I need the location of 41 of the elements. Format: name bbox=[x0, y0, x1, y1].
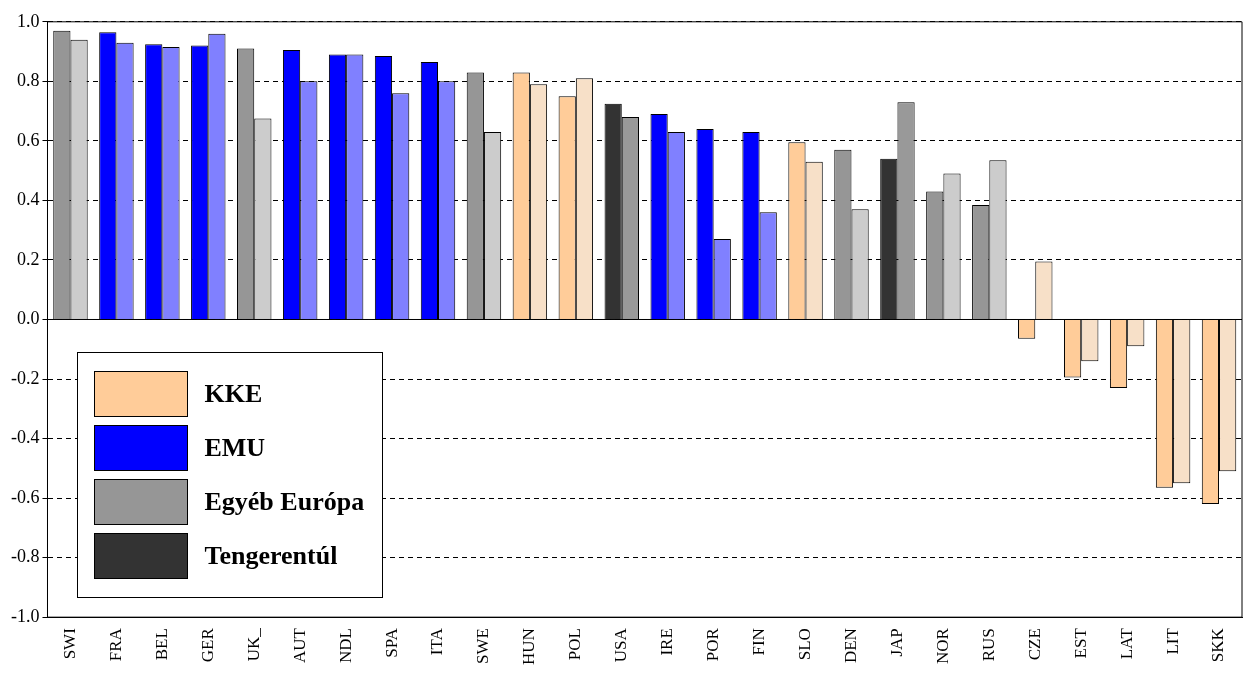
x-tick-label: ITA bbox=[427, 627, 447, 656]
legend-label: KKE bbox=[204, 379, 263, 410]
y-tick-label: 0.6 bbox=[16, 129, 40, 150]
x-tick-label: LIT bbox=[1162, 627, 1182, 655]
y-tick-label: 0.4 bbox=[16, 189, 40, 210]
y-tick-label: 0.2 bbox=[16, 248, 40, 269]
x-tick-label: NDL bbox=[335, 628, 355, 664]
legend-label: Tengerentúl bbox=[204, 541, 338, 572]
x-tick-label: EST bbox=[1070, 627, 1090, 659]
x-tick-label: UK_ bbox=[243, 627, 263, 662]
x-tick-label: SKK bbox=[1208, 627, 1228, 663]
y-tick-label: -0.4 bbox=[10, 427, 40, 448]
y-tick-label: 0.8 bbox=[16, 70, 40, 91]
y-tick-label: 1.0 bbox=[16, 10, 40, 31]
x-tick-label: AUT bbox=[289, 627, 309, 664]
x-tick-label: RUS bbox=[978, 628, 998, 662]
x-tick-label: POR bbox=[703, 627, 723, 662]
x-tick-label: SLO bbox=[795, 628, 815, 661]
x-tick-label: DEN bbox=[840, 628, 860, 664]
legend-label: Egyéb Európa bbox=[204, 487, 365, 518]
x-tick-label: NOR bbox=[932, 627, 952, 665]
x-tick-label: IRE bbox=[657, 628, 677, 656]
x-tick-label: HUN bbox=[519, 628, 539, 666]
x-tick-label: SWE bbox=[473, 628, 493, 665]
x-tick-label: POL bbox=[565, 628, 585, 661]
x-tick-label: BEL bbox=[151, 628, 171, 661]
x-tick-label: LAT bbox=[1116, 627, 1136, 660]
y-tick-label: -0.8 bbox=[10, 546, 40, 567]
x-tick-label: FIN bbox=[749, 628, 769, 656]
x-tick-label: USA bbox=[611, 627, 631, 663]
x-tick-label: FRA bbox=[105, 627, 125, 662]
legend-label: EMU bbox=[204, 433, 266, 464]
x-tick-label: SWI bbox=[59, 627, 79, 660]
y-tick-label: -1.0 bbox=[10, 605, 40, 626]
y-tick-label: -0.2 bbox=[10, 367, 40, 388]
x-tick-label: CZE bbox=[1024, 628, 1044, 661]
x-tick-label: GER bbox=[197, 627, 217, 663]
y-tick-label: 0.0 bbox=[16, 308, 40, 329]
x-tick-label: JAP bbox=[886, 628, 906, 657]
x-tick-label: SPA bbox=[381, 627, 401, 658]
y-tick-label: -0.6 bbox=[10, 486, 40, 507]
